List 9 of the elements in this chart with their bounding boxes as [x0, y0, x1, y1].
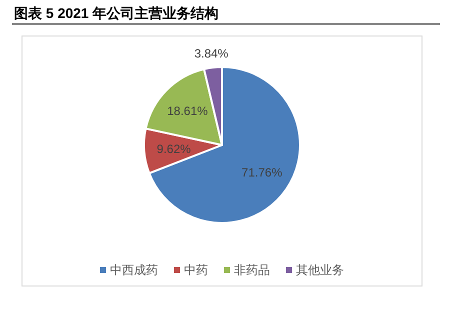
legend-label: 其他业务 — [296, 263, 344, 277]
legend-label: 中药 — [184, 263, 208, 277]
data-label: 9.62% — [156, 142, 192, 156]
chart-title: 图表 5 2021 年公司主营业务结构 — [14, 5, 219, 21]
data-label: 3.84% — [194, 46, 229, 61]
legend-label: 非药品 — [234, 263, 270, 277]
data-label: 18.61% — [167, 104, 208, 118]
data-label: 71.76% — [242, 165, 283, 180]
legend-label: 中西成药 — [110, 263, 158, 277]
